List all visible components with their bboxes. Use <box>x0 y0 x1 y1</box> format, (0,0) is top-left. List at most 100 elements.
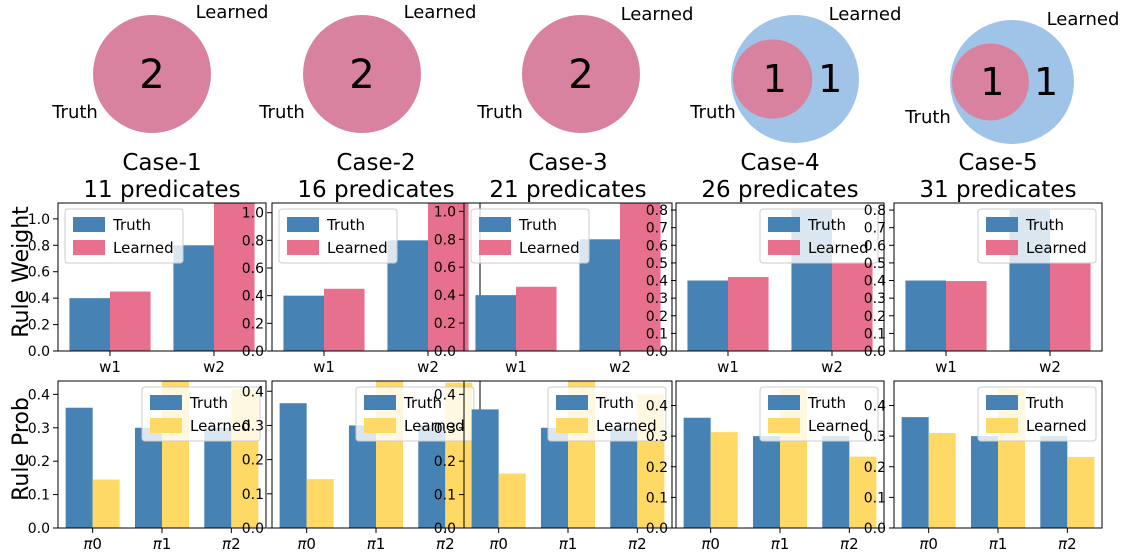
y-tick-label: 0.0 <box>864 344 886 360</box>
y-tick-label: 0.2 <box>28 318 50 334</box>
venn-label-truth: Truth <box>476 102 523 123</box>
venn-diagram-3: 2 Truth Learned <box>476 4 693 133</box>
y-tick-label: 0.6 <box>864 238 886 254</box>
x-tick-label: w1 <box>935 358 957 376</box>
y-tick-label: 0.1 <box>28 488 50 504</box>
bar-truth <box>418 425 446 528</box>
legend-swatch-learned <box>150 418 182 433</box>
y-tick-label: 0.6 <box>28 265 50 281</box>
y-tick-label: 0.0 <box>434 344 456 360</box>
y-tick-label: 0.1 <box>864 326 886 342</box>
y-tick-label: 0.1 <box>242 487 264 503</box>
bar-learned <box>620 203 661 351</box>
legend: Truth Learned <box>977 208 1097 264</box>
y-tick-label: 0.6 <box>242 261 264 277</box>
legend-swatch-learned <box>986 418 1018 433</box>
venn-label-truth: Truth <box>689 102 736 123</box>
bar-truth <box>65 407 93 528</box>
y-tick-label: 0.4 <box>434 387 456 403</box>
legend-swatch-truth <box>768 217 800 232</box>
venn-learned-only-count: 1 <box>818 57 842 101</box>
bar-learned <box>928 433 956 528</box>
legend-label-truth: Truth <box>189 394 228 412</box>
bar-learned <box>1050 262 1091 351</box>
bar-learned <box>498 473 526 528</box>
y-tick-label: 0.2 <box>864 460 886 476</box>
venn-overlap-count: 2 <box>568 52 593 98</box>
rule-weight-plot-4: 0.00.10.20.30.40.50.60.70.8w1 w2TruthLear… <box>646 202 885 376</box>
x-tick-label: π2 <box>1058 535 1077 552</box>
y-tick-label: 0.2 <box>646 460 668 476</box>
bar-truth <box>752 436 780 528</box>
y-tick-label: 0.8 <box>28 238 50 254</box>
y-tick-label: 0.8 <box>864 203 886 219</box>
bar-truth <box>204 427 232 528</box>
venn-label-truth: Truth <box>258 102 305 123</box>
legend-swatch-learned <box>986 240 1018 255</box>
legend-label-truth: Truth <box>807 394 846 412</box>
legend: Truth Learned <box>355 386 475 442</box>
case-title: Case-2 <box>336 150 415 176</box>
x-tick-label: π1 <box>989 535 1008 552</box>
plot-frame <box>57 380 267 529</box>
case-subtitle: 16 predicates <box>297 177 454 203</box>
x-tick-label: w1 <box>99 358 121 376</box>
y-tick-label: 0.4 <box>28 291 50 307</box>
legend-swatch-learned <box>768 240 800 255</box>
bar-learned <box>428 203 469 351</box>
legend-label-learned: Learned <box>1026 417 1087 435</box>
bar-truth <box>610 427 638 528</box>
bar-learned <box>306 479 334 528</box>
y-tick-label: 0.3 <box>646 429 668 445</box>
legend-swatch-truth <box>364 395 396 410</box>
legend-swatch-learned <box>287 240 319 255</box>
legend-swatch-truth <box>556 395 588 410</box>
case-title: Case-1 <box>122 150 201 176</box>
venn-label-learned: Learned <box>196 2 269 23</box>
legend-label-learned: Learned <box>113 239 174 257</box>
legend-label-learned: Learned <box>190 417 251 435</box>
legend-swatch-truth <box>479 217 511 232</box>
y-tick-label: 0.2 <box>242 316 264 332</box>
y-tick-label: 0.2 <box>434 454 456 470</box>
y-tick-label: 0.8 <box>434 232 456 248</box>
bar-learned <box>1067 456 1095 528</box>
x-tick-label: w2 <box>417 358 439 376</box>
legend-swatch-truth <box>73 217 105 232</box>
plot-frame <box>271 202 481 352</box>
bar-learned <box>946 281 987 351</box>
case-title: Case-4 <box>740 150 819 176</box>
venn-label-learned: Learned <box>829 4 902 25</box>
y-tick-label: 1.0 <box>28 212 50 228</box>
venn-overlap-count: 2 <box>139 52 164 98</box>
venn-overlap-count: 2 <box>349 52 374 98</box>
y-tick-label: 0.4 <box>434 288 456 304</box>
bar-truth <box>283 295 324 351</box>
bar-learned <box>516 286 557 351</box>
bar-learned <box>832 262 873 351</box>
venn-diagram-5: 1 1 Truth Learned <box>904 9 1119 144</box>
venn-overlap-count: 1 <box>980 60 1004 104</box>
legend-swatch-truth <box>287 217 319 232</box>
x-tick-label: π1 <box>367 535 386 552</box>
y-tick-label: 0.0 <box>28 344 50 360</box>
case-subtitle: 21 predicates <box>489 177 646 203</box>
bar-truth <box>471 409 499 528</box>
x-tick-label: π2 <box>222 535 241 552</box>
y-tick-label: 0.4 <box>864 399 886 415</box>
venn-diagram-1: 2 Truth Learned <box>51 2 268 133</box>
bar-learned <box>728 277 769 351</box>
legend: Truth Learned <box>547 386 667 442</box>
legend-label-truth: Truth <box>112 216 151 234</box>
plot-frame <box>675 202 885 352</box>
y-tick-label: 0.1 <box>646 326 668 342</box>
x-tick-label: w2 <box>1039 358 1061 376</box>
legend-label-truth: Truth <box>1025 216 1064 234</box>
y-tick-label: 0.0 <box>646 344 668 360</box>
legend-label-truth: Truth <box>1025 394 1064 412</box>
bar-truth <box>540 427 568 528</box>
plot-frame <box>893 380 1103 529</box>
x-tick-label: w1 <box>313 358 335 376</box>
x-tick-label: w2 <box>609 358 631 376</box>
